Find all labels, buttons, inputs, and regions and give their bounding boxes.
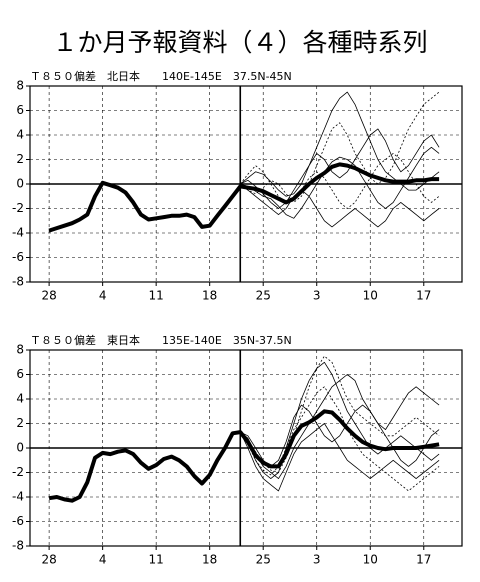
y-tick-label: 4: [16, 392, 24, 406]
page-title: １か月予報資料（４）各種時系列: [52, 28, 427, 57]
x-tick-label: 4: [99, 553, 107, 567]
x-tick-label: 11: [149, 553, 164, 567]
series-line: [239, 423, 440, 492]
x-tick-label: 10: [363, 289, 378, 303]
series-line: [240, 91, 440, 197]
series-line: [239, 386, 440, 492]
x-tick-label: 25: [256, 289, 271, 303]
x-tick-label: 4: [99, 289, 107, 303]
series-line: [240, 374, 440, 479]
x-tick-label: 18: [202, 553, 217, 567]
y-tick-label: -2: [12, 201, 24, 215]
series-line: [240, 91, 440, 203]
y-tick-label: 2: [16, 416, 24, 430]
series-line: [48, 162, 440, 233]
series-line: [240, 404, 440, 467]
y-tick-label: -8: [12, 275, 24, 289]
series-line: [240, 183, 440, 228]
plot-frame: [29, 85, 463, 283]
x-tick-label: 3: [313, 289, 321, 303]
x-tick-label: 18: [202, 289, 217, 303]
x-tick-label: 25: [256, 553, 271, 567]
y-tick-label: 6: [16, 103, 24, 117]
x-tick-label: 28: [41, 553, 56, 567]
series-line: [239, 153, 440, 209]
plot-frame: [29, 349, 463, 547]
y-tick-label: 6: [16, 367, 24, 381]
x-tick-label: 10: [363, 553, 378, 567]
y-tick-label: 0: [16, 441, 24, 455]
y-tick-label: 8: [16, 79, 24, 93]
y-tick-label: 4: [16, 128, 24, 142]
y-tick-label: -6: [12, 250, 24, 264]
y-tick-label: 0: [16, 177, 24, 191]
y-tick-label: -4: [12, 226, 24, 240]
x-tick-label: 17: [416, 289, 431, 303]
x-tick-label: 11: [149, 289, 164, 303]
series-line: [239, 361, 440, 479]
x-tick-label: 17: [416, 553, 431, 567]
x-tick-label: 3: [313, 553, 321, 567]
panel-title: Ｔ８５０偏差 東日本 135E-140E 35N-37.5N: [30, 333, 292, 347]
y-tick-label: -8: [12, 539, 24, 553]
y-tick-label: -4: [12, 490, 24, 504]
panel-title: Ｔ８５０偏差 北日本 140E-145E 37.5N-45N: [30, 69, 292, 83]
y-tick-label: 8: [16, 343, 24, 357]
y-tick-label: -6: [12, 514, 24, 528]
y-tick-label: 2: [16, 152, 24, 166]
y-tick-label: -2: [12, 465, 24, 479]
x-tick-label: 28: [41, 289, 56, 303]
series-line: [240, 355, 440, 473]
series-line: [48, 409, 440, 503]
